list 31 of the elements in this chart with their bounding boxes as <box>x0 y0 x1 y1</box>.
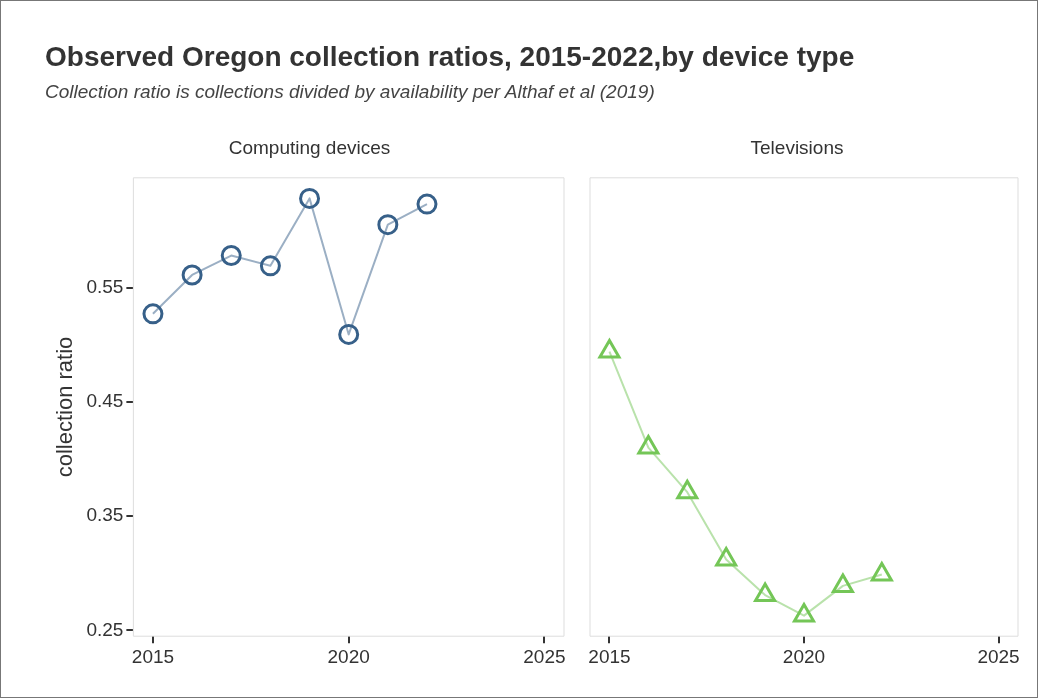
point <box>792 603 816 623</box>
x-tick-label: 2025 <box>977 645 1020 667</box>
point <box>377 214 399 236</box>
chart-title: Computing devices <box>228 136 391 158</box>
x-tick-label: 2015 <box>131 645 175 667</box>
y-tick-label: 0.35 <box>86 504 124 526</box>
x-tick-label: 2015 <box>588 645 631 667</box>
point <box>259 255 281 277</box>
point <box>754 582 777 603</box>
point <box>142 303 164 325</box>
chart-title: Televisions <box>750 136 844 158</box>
point <box>299 187 321 209</box>
point <box>870 561 893 582</box>
y-tick-label: 0.55 <box>86 275 124 297</box>
x-tick-label: 2020 <box>782 645 826 667</box>
point <box>831 573 854 593</box>
y-tick-label: 0.25 <box>86 618 124 640</box>
point <box>181 264 203 286</box>
text: Observed Oregon collection ratios, 2015-2022,by device type <box>45 41 856 73</box>
y-axis-title: collection ratio <box>52 336 78 478</box>
point <box>416 193 438 215</box>
x-tick-label: 2025 <box>523 645 566 667</box>
point <box>715 547 738 567</box>
y-tick-label: 0.45 <box>86 390 124 412</box>
x-tick-label: 2020 <box>327 645 370 667</box>
point <box>220 245 242 267</box>
point <box>637 435 660 455</box>
text: Collection ratio is collections divided by availability per Althaf et al (2019) <box>45 81 656 103</box>
point <box>338 323 360 345</box>
point <box>676 479 699 500</box>
point <box>598 339 621 359</box>
